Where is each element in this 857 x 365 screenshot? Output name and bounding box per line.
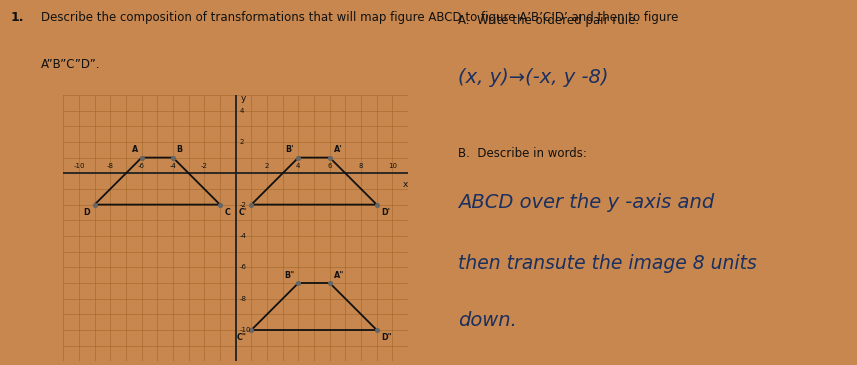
Text: 2: 2: [265, 162, 269, 169]
Text: 8: 8: [359, 162, 363, 169]
Text: A: A: [132, 145, 139, 154]
Text: B': B': [285, 145, 294, 154]
Text: C: C: [225, 208, 231, 217]
Text: -6: -6: [240, 264, 247, 270]
Text: B": B": [284, 270, 294, 280]
Text: y: y: [240, 93, 246, 103]
Text: Describe the composition of transformations that will map figure ABCD to figure : Describe the composition of transformati…: [41, 11, 679, 24]
Text: -6: -6: [138, 162, 145, 169]
Text: B: B: [177, 145, 183, 154]
Text: -10: -10: [73, 162, 85, 169]
Text: A.  Write the ordered pair rule.: A. Write the ordered pair rule.: [458, 14, 639, 27]
Text: -8: -8: [107, 162, 114, 169]
Text: -4: -4: [170, 162, 177, 169]
Text: A”B”C”D”.: A”B”C”D”.: [41, 58, 100, 72]
Text: ABCD over the y -axis and: ABCD over the y -axis and: [458, 193, 715, 212]
Text: -4: -4: [240, 233, 247, 239]
Text: (x, y)→(-x, y -8): (x, y)→(-x, y -8): [458, 68, 609, 87]
Text: x: x: [402, 180, 408, 189]
Text: A": A": [334, 270, 345, 280]
Text: C': C': [238, 208, 247, 217]
Text: C": C": [237, 333, 247, 342]
Text: 2: 2: [240, 139, 244, 145]
Text: D': D': [381, 208, 390, 217]
Text: 4: 4: [297, 162, 301, 169]
Text: 6: 6: [327, 162, 332, 169]
Text: A': A': [334, 145, 343, 154]
Text: -2: -2: [201, 162, 207, 169]
Text: D: D: [83, 208, 90, 217]
Text: -2: -2: [240, 201, 247, 208]
Text: 1.: 1.: [10, 11, 24, 24]
Text: down.: down.: [458, 311, 518, 330]
Text: D": D": [381, 333, 392, 342]
Text: -10: -10: [240, 327, 251, 333]
Text: 10: 10: [388, 162, 397, 169]
Text: then transute the image 8 units: then transute the image 8 units: [458, 254, 758, 273]
Text: -8: -8: [240, 296, 247, 301]
Text: 4: 4: [240, 108, 244, 114]
Text: B.  Describe in words:: B. Describe in words:: [458, 147, 587, 160]
